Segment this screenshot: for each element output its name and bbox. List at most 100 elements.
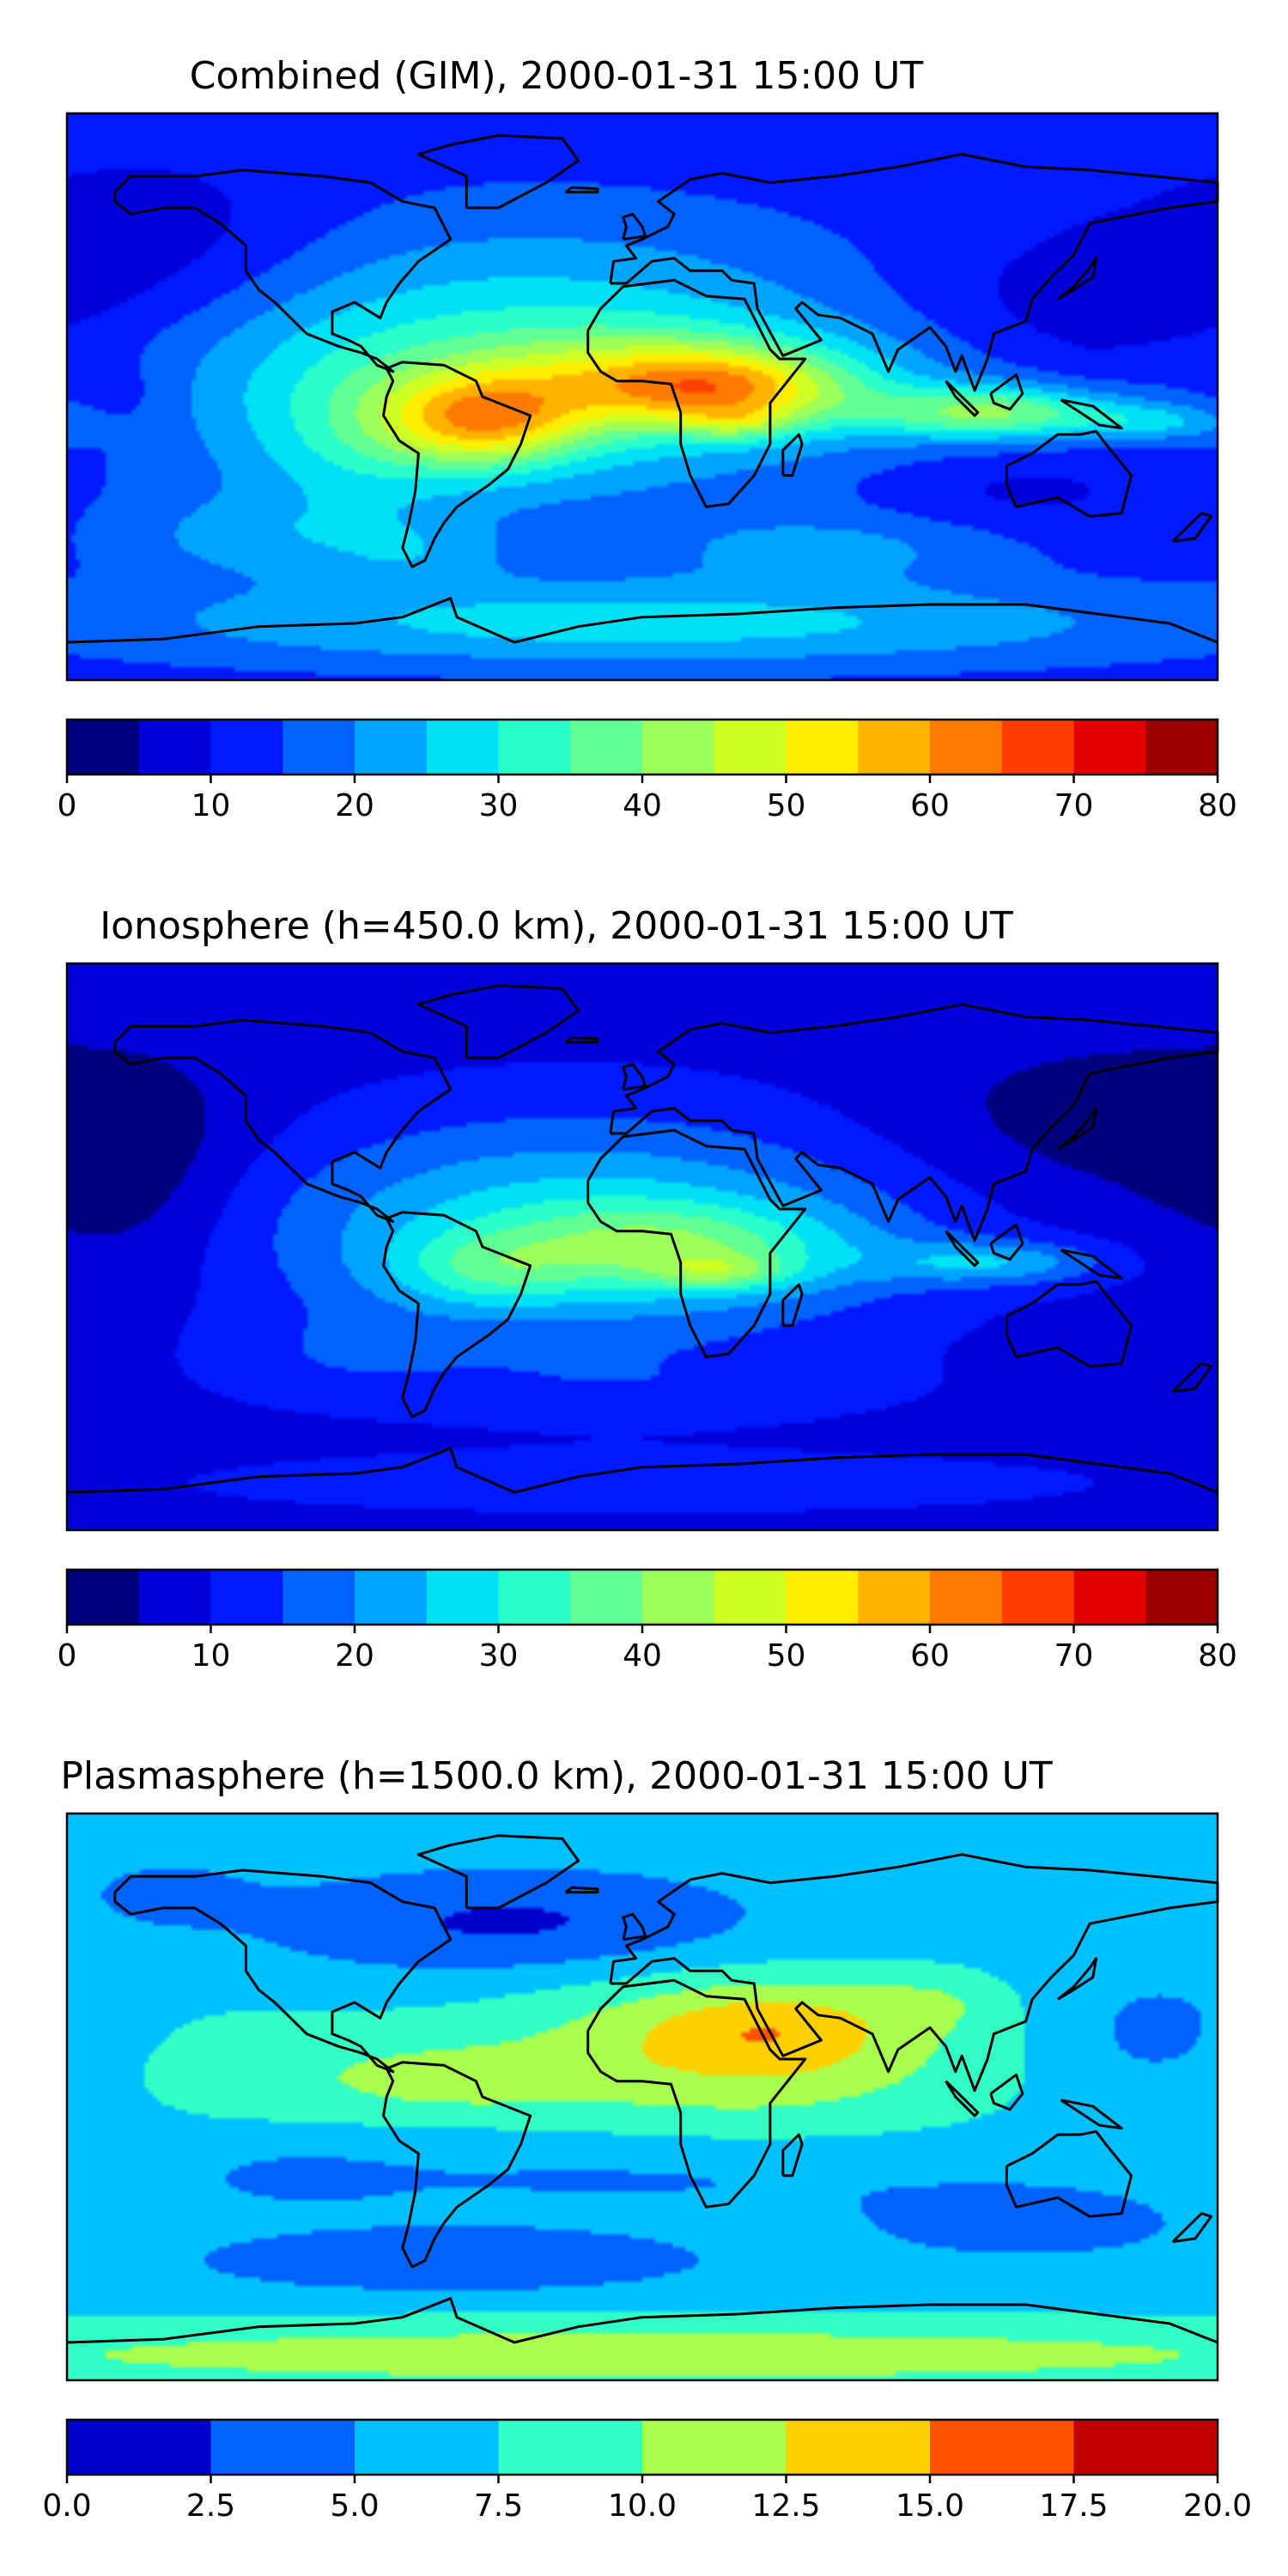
colorbar-segment [570, 1570, 643, 1625]
colorbar-segment [67, 720, 140, 775]
coastline-africa [586, 1978, 807, 2208]
coastline-greenland [416, 134, 580, 210]
colorbar-segment [642, 2420, 787, 2475]
colorbar-tick-label: 70 [1054, 1638, 1094, 1674]
colorbar-tick-label: 12.5 [751, 2488, 820, 2524]
coastline-eurasia [609, 1853, 1219, 2093]
colorbar-segment [642, 1570, 715, 1625]
colorbar-segment [1001, 720, 1075, 775]
colorbar-segment [67, 2420, 212, 2475]
coastline-madagascar [781, 1283, 804, 1327]
colorbar-segment [426, 1570, 500, 1625]
colorbar-tick-label: 10 [191, 1638, 231, 1674]
colorbar-segment [210, 1570, 283, 1625]
colorbar-tick-label: 0 [58, 1638, 77, 1674]
colorbar-segment [210, 720, 283, 775]
coastline-antarctica [66, 597, 1218, 644]
coastline-madagascar [781, 2133, 804, 2178]
colorbar-segment [498, 2420, 643, 2475]
colorbar-segment [858, 1570, 931, 1625]
coastline-new-guinea [1060, 398, 1123, 430]
tec-field-contours [67, 113, 1218, 680]
map-frame [65, 1812, 1219, 2382]
coastlines [66, 984, 1219, 1494]
coastline-new-zealand [1171, 512, 1213, 544]
coastline-antarctica [66, 1447, 1218, 1494]
map-frame [65, 112, 1219, 682]
coastline-new-zealand [1171, 2212, 1213, 2244]
coastline-madagascar [781, 433, 804, 477]
tec-field-contours [67, 963, 1218, 1530]
colorbar-tick-label: 60 [910, 788, 950, 823]
coastline-borneo [989, 373, 1024, 411]
colorbar-tick-label: 10 [191, 788, 231, 823]
colorbar-segment [283, 720, 355, 775]
colorbar-tick-label: 80 [1198, 1638, 1237, 1674]
ionosphere-panel: Ionosphere (h=450.0 km), 2000-01-31 15:0… [58, 904, 1237, 1674]
colorbar-segment [355, 2420, 500, 2475]
colorbar-tick-label: 50 [767, 1638, 806, 1674]
map-frame [65, 962, 1219, 1532]
colorbar-segment [642, 720, 715, 775]
colorbar-tick-label: 70 [1054, 788, 1094, 823]
coastline-africa [586, 278, 807, 508]
colorbar-segment [1001, 1570, 1075, 1625]
coastline-antarctica [66, 2297, 1218, 2344]
colorbar-segment [858, 720, 931, 775]
colorbar-tick-label: 0 [58, 788, 77, 823]
coastline-south-america [382, 361, 532, 568]
colorbar-tick-label: 5.0 [330, 2488, 379, 2524]
colorbar-segment [355, 720, 428, 775]
plasmasphere-panel: Plasmasphere (h=1500.0 km), 2000-01-31 1… [42, 1754, 1252, 2524]
coastline-greenland [416, 984, 580, 1060]
colorbar: 0 10 20 30 40 50 60 70 80 [58, 718, 1237, 823]
coastline-greenland [416, 1834, 580, 1910]
colorbar-tick-label: 30 [479, 1638, 519, 1674]
coastline-great-britain [622, 1062, 647, 1091]
coastline-south-america [382, 1211, 532, 1419]
colorbar-segment [786, 720, 859, 775]
colorbar-segment [930, 720, 1003, 775]
colorbar-segment [426, 720, 500, 775]
coastline-japan [1056, 257, 1098, 301]
colorbar-segment [1145, 1570, 1218, 1625]
colorbar-segment [786, 1570, 859, 1625]
colorbar-tick-label: 10.0 [608, 2488, 677, 2524]
colorbar-segment [786, 2420, 931, 2475]
coastline-north-america [113, 1868, 453, 2074]
coastlines [66, 134, 1219, 644]
colorbar-tick-label: 20.0 [1183, 2488, 1252, 2524]
colorbar-tick-label: 15.0 [896, 2488, 964, 2524]
colorbar-tick-label: 30 [479, 788, 519, 823]
colorbar-tick-label: 50 [767, 788, 806, 823]
coastline-new-zealand [1171, 1362, 1213, 1394]
coastline-new-guinea [1060, 2099, 1123, 2130]
coastline-new-guinea [1060, 1249, 1123, 1280]
colorbar-segment [138, 720, 212, 775]
tec-field-contours [67, 1814, 1218, 2380]
panel-title: Plasmasphere (h=1500.0 km), 2000-01-31 1… [60, 1754, 1052, 1798]
coastline-borneo [989, 1223, 1024, 1261]
colorbar-segment [498, 720, 571, 775]
coastlines [66, 1834, 1219, 2344]
colorbar-tick-label: 0.0 [42, 2488, 91, 2524]
colorbar-tick-label: 60 [910, 1638, 950, 1674]
colorbar: 0 10 20 30 40 50 60 70 80 [58, 1568, 1237, 1674]
coastline-north-america [113, 168, 453, 374]
colorbar-segment [67, 1570, 140, 1625]
coastline-sumatra [945, 1230, 980, 1267]
colorbar-segment [283, 1570, 355, 1625]
coastline-australia [1005, 2129, 1133, 2218]
colorbar-tick-label: 40 [623, 1638, 662, 1674]
coastline-sumatra [945, 380, 980, 417]
colorbar-segment [210, 2420, 355, 2475]
colorbar: 0.0 2.5 5.0 7.5 10.0 12.5 15.0 17.5 20.0 [42, 2418, 1252, 2524]
combined-gim-panel: Combined (GIM), 2000-01-31 15:00 UT 0 10 2… [58, 54, 1237, 823]
coastline-iceland [564, 185, 599, 194]
coastline-borneo [989, 2073, 1024, 2111]
colorbar-tick-label: 80 [1198, 788, 1237, 823]
coastline-eurasia [609, 153, 1219, 392]
colorbar-tick-label: 20 [335, 1638, 374, 1674]
coastline-japan [1056, 1957, 1098, 2001]
